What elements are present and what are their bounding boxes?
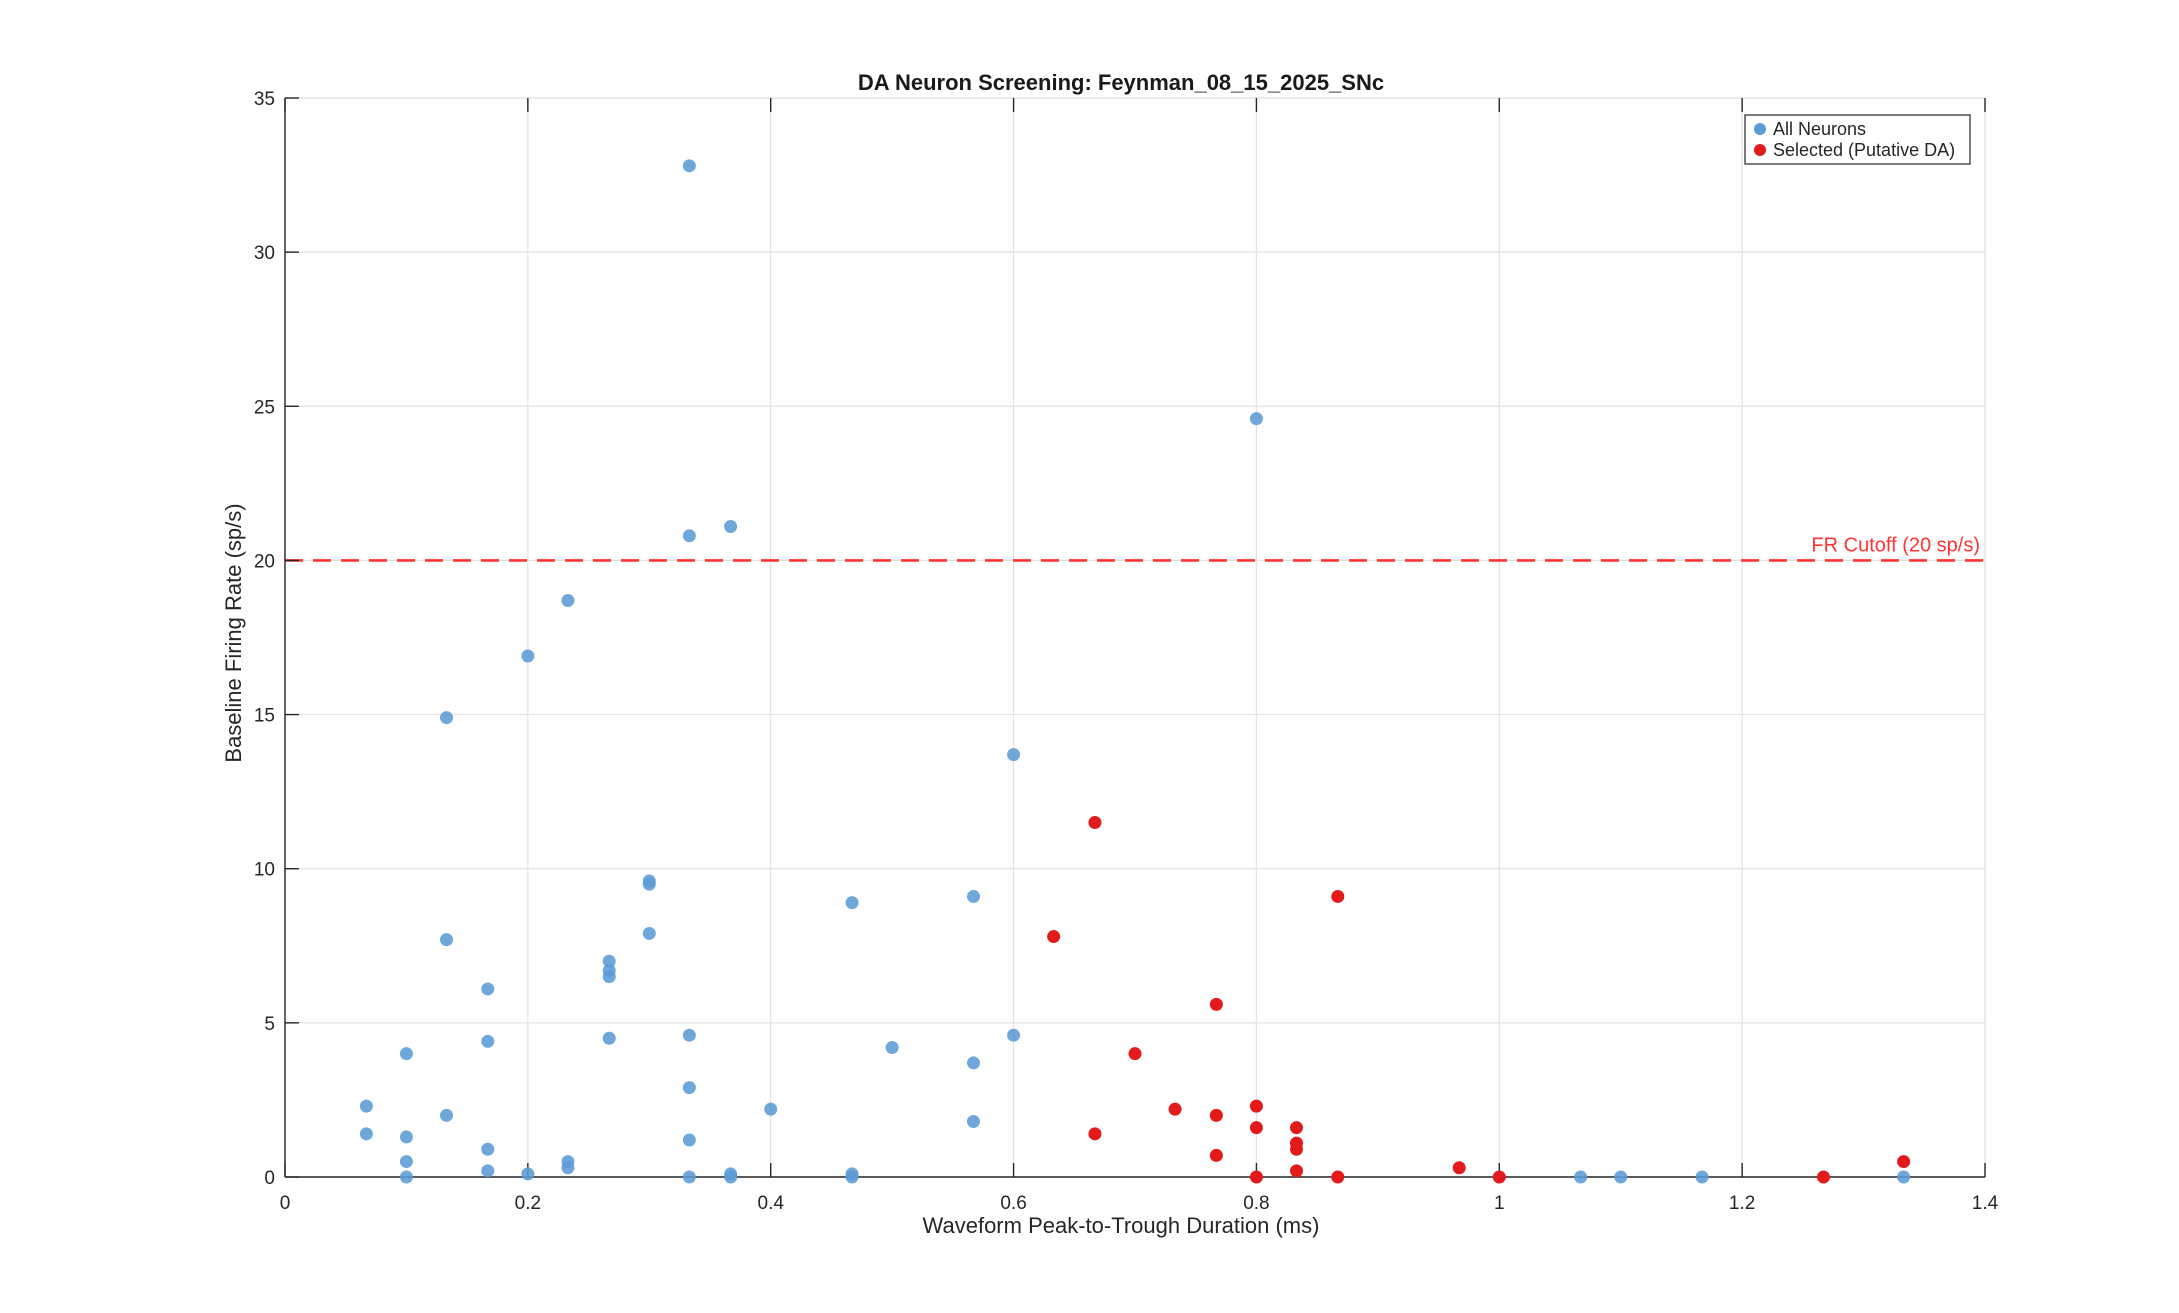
point-all-neurons	[1897, 1170, 1911, 1184]
x-tick-label: 0.4	[758, 1193, 785, 1214]
legend-label: All Neurons	[1773, 119, 1866, 139]
point-selected-da	[1290, 1142, 1303, 1156]
y-tick-label: 30	[254, 243, 275, 264]
legend-marker	[1754, 144, 1766, 156]
legend-box	[1744, 114, 1971, 165]
point-all-neurons	[1695, 1170, 1709, 1184]
point-all-neurons	[481, 1142, 495, 1156]
point-all-neurons	[399, 1130, 413, 1144]
point-all-neurons	[521, 649, 535, 663]
point-all-neurons	[359, 1099, 373, 1113]
fr-cutoff-label: FR Cutoff (20 sp/s)	[1811, 534, 1980, 556]
point-all-neurons	[1574, 1170, 1588, 1184]
point-all-neurons	[845, 1170, 859, 1184]
point-all-neurons	[561, 594, 575, 608]
point-all-neurons	[885, 1041, 899, 1055]
point-selected-da	[1290, 1121, 1303, 1135]
point-all-neurons	[440, 1108, 453, 1122]
y-tick-label: 35	[254, 89, 275, 110]
point-selected-da	[1047, 930, 1061, 944]
point-selected-da	[1209, 997, 1223, 1011]
point-all-neurons	[682, 1028, 696, 1042]
point-all-neurons	[682, 1170, 696, 1184]
point-all-neurons	[724, 1170, 738, 1184]
point-selected-da	[1452, 1161, 1466, 1175]
point-all-neurons	[764, 1102, 778, 1116]
point-selected-da	[1209, 1108, 1223, 1122]
point-selected-da	[1897, 1155, 1911, 1169]
point-all-neurons	[1614, 1170, 1628, 1184]
x-tick-label: 1.4	[1972, 1193, 1999, 1214]
y-tick-label: 20	[254, 551, 275, 572]
point-all-neurons	[682, 159, 696, 173]
cutoff-line-group: FR Cutoff (20 sp/s)	[285, 534, 1985, 562]
point-selected-da	[1492, 1170, 1506, 1184]
point-selected-da	[1128, 1047, 1142, 1061]
x-tick-label: 1	[1494, 1193, 1505, 1214]
point-all-neurons	[399, 1155, 413, 1169]
point-all-neurons	[399, 1047, 413, 1061]
point-all-neurons	[967, 1115, 980, 1129]
point-all-neurons	[399, 1170, 413, 1184]
point-selected-da	[1088, 815, 1102, 829]
point-all-neurons	[440, 711, 453, 725]
point-all-neurons	[1249, 412, 1263, 426]
point-selected-da	[1088, 1127, 1102, 1141]
point-all-neurons	[602, 1031, 616, 1045]
x-tick-label: 0	[280, 1193, 291, 1214]
point-selected-da	[1209, 1148, 1223, 1162]
point-selected-da	[1249, 1099, 1263, 1113]
y-tick-label: 5	[264, 1014, 275, 1035]
point-selected-da	[1249, 1121, 1263, 1135]
point-selected-da	[1290, 1164, 1303, 1178]
point-all-neurons	[967, 1056, 980, 1070]
point-all-neurons	[359, 1127, 373, 1141]
point-selected-da	[1331, 889, 1345, 903]
point-all-neurons	[642, 877, 656, 891]
point-all-neurons	[1007, 1028, 1021, 1042]
x-axis-label: Waveform Peak-to-Trough Duration (ms)	[923, 1213, 1320, 1238]
point-all-neurons	[521, 1167, 535, 1181]
point-all-neurons	[561, 1161, 575, 1175]
point-all-neurons	[602, 970, 616, 984]
point-all-neurons	[481, 1164, 495, 1178]
y-tick-label: 0	[264, 1168, 275, 1189]
x-tick-label: 0.6	[1000, 1193, 1026, 1214]
point-all-neurons	[642, 926, 656, 940]
point-all-neurons	[967, 889, 980, 903]
point-all-neurons	[602, 954, 616, 968]
chart-title: DA Neuron Screening: Feynman_08_15_2025_…	[858, 70, 1384, 95]
point-all-neurons	[845, 896, 859, 910]
point-all-neurons	[1007, 748, 1021, 762]
legend-label: Selected (Putative DA)	[1773, 140, 1955, 160]
point-selected-da	[1817, 1170, 1830, 1184]
x-tick-label: 0.8	[1243, 1193, 1269, 1214]
data-points	[359, 159, 1911, 1184]
point-all-neurons	[481, 982, 495, 996]
y-tick-label: 10	[254, 860, 275, 881]
point-all-neurons	[724, 520, 738, 534]
point-all-neurons	[682, 1081, 696, 1095]
y-tick-label: 15	[254, 706, 275, 727]
point-all-neurons	[682, 529, 696, 543]
legend-marker	[1754, 123, 1766, 135]
x-tick-label: 0.2	[515, 1193, 541, 1214]
y-tick-label: 25	[254, 397, 275, 418]
point-selected-da	[1331, 1170, 1345, 1184]
point-all-neurons	[682, 1133, 696, 1147]
point-all-neurons	[440, 933, 453, 947]
point-all-neurons	[481, 1034, 495, 1048]
point-selected-da	[1168, 1102, 1182, 1116]
point-selected-da	[1249, 1170, 1263, 1184]
x-tick-label: 1.2	[1729, 1193, 1755, 1214]
y-axis-label: Baseline Firing Rate (sp/s)	[221, 503, 246, 762]
